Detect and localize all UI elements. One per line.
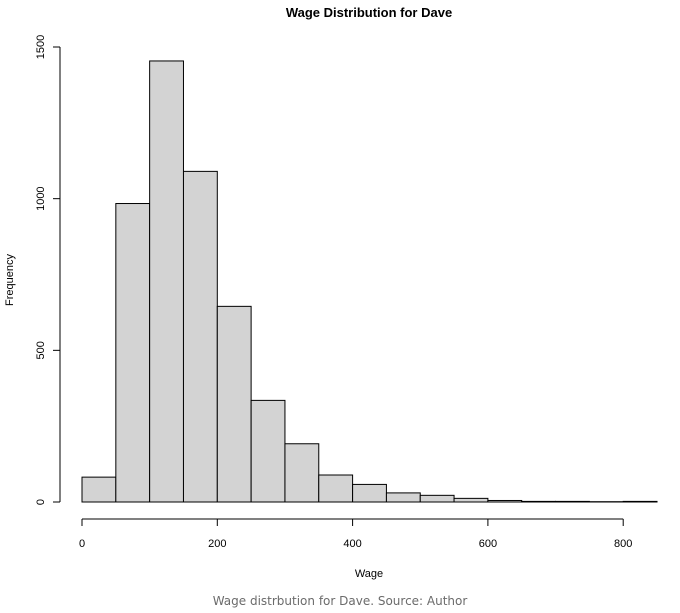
y-axis: 0 500 1000 1500 xyxy=(35,35,61,505)
histogram-bar xyxy=(81,476,117,503)
histogram-bar xyxy=(115,203,151,503)
histogram-bar xyxy=(385,492,421,503)
histogram-bar xyxy=(555,500,590,503)
y-axis-label: Frequency xyxy=(4,254,16,306)
x-tick-label: 0 xyxy=(79,538,85,550)
histogram-bar xyxy=(521,500,557,503)
histogram-bar xyxy=(216,305,252,503)
y-tick-label: 1000 xyxy=(35,186,47,210)
histogram-bar xyxy=(149,60,184,503)
figure-caption: Wage distrbution for Dave. Source: Autho… xyxy=(212,594,468,608)
histogram-bar xyxy=(352,483,387,503)
bars-group xyxy=(81,60,658,503)
histogram-bar xyxy=(250,399,286,503)
x-tick-label: 200 xyxy=(208,538,226,550)
x-axis-label: Wage xyxy=(355,568,383,580)
histogram-bar xyxy=(419,494,455,503)
x-tick-label: 600 xyxy=(479,538,497,550)
x-axis: 0 200 400 600 800 xyxy=(79,518,632,550)
y-tick-label: 0 xyxy=(35,499,47,505)
y-tick-label: 500 xyxy=(35,341,47,359)
histogram-chart: Wage Distribution for Dave 0 200 400 600 800… xyxy=(4,5,658,580)
histogram-bar xyxy=(453,497,489,503)
histogram-bar xyxy=(487,499,523,503)
x-tick-label: 800 xyxy=(614,538,632,550)
x-tick-label: 400 xyxy=(343,538,361,550)
histogram-bar xyxy=(318,474,354,503)
histogram-bar xyxy=(182,170,218,503)
chart-title: Wage Distribution for Dave xyxy=(286,5,452,20)
y-tick-label: 1500 xyxy=(35,35,47,59)
histogram-bar xyxy=(622,500,658,503)
histogram-bar xyxy=(284,443,320,503)
